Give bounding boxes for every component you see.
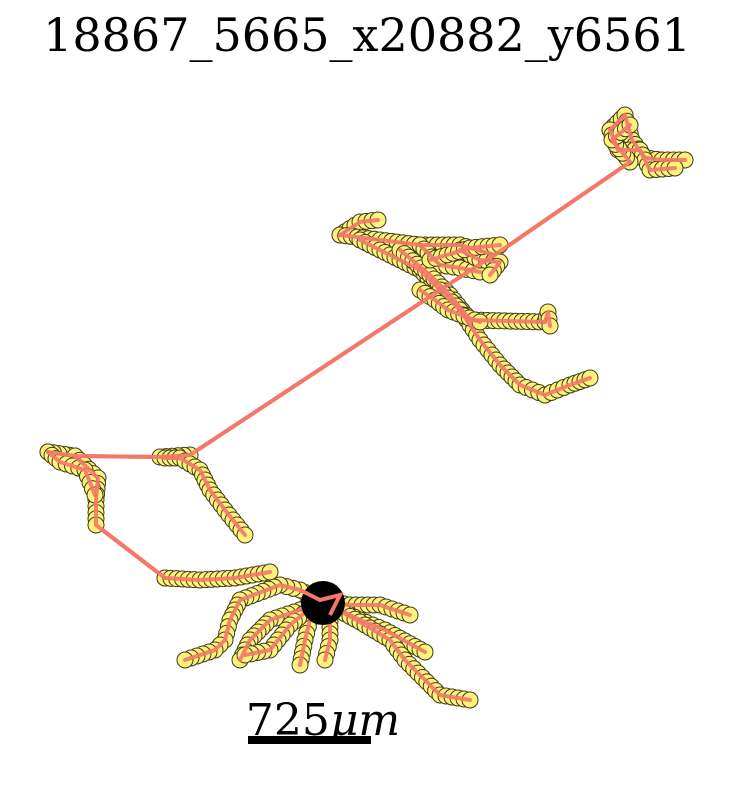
branch-edge bbox=[458, 248, 502, 277]
branch-edge bbox=[543, 310, 552, 328]
nodes bbox=[39, 106, 694, 709]
branch-edge bbox=[398, 248, 547, 324]
branch-edge bbox=[610, 123, 632, 164]
scale-bar bbox=[248, 736, 371, 744]
branch-edge bbox=[163, 570, 272, 582]
soma-branch-edge bbox=[299, 588, 344, 616]
branch-edge bbox=[418, 243, 482, 274]
branch-edge bbox=[338, 218, 380, 237]
page-title: 18867_5665_x20882_y6561 bbox=[43, 8, 691, 62]
branch-edge bbox=[46, 450, 97, 497]
branch-edge bbox=[163, 456, 247, 537]
branch-edge bbox=[418, 288, 482, 324]
branch-edge bbox=[358, 238, 442, 292]
branch-edge bbox=[183, 583, 322, 662]
soma bbox=[301, 581, 345, 625]
branch-edge bbox=[318, 598, 472, 702]
branch-edge bbox=[428, 243, 502, 262]
branch-edge bbox=[188, 160, 632, 457]
branch-edge bbox=[73, 454, 167, 580]
